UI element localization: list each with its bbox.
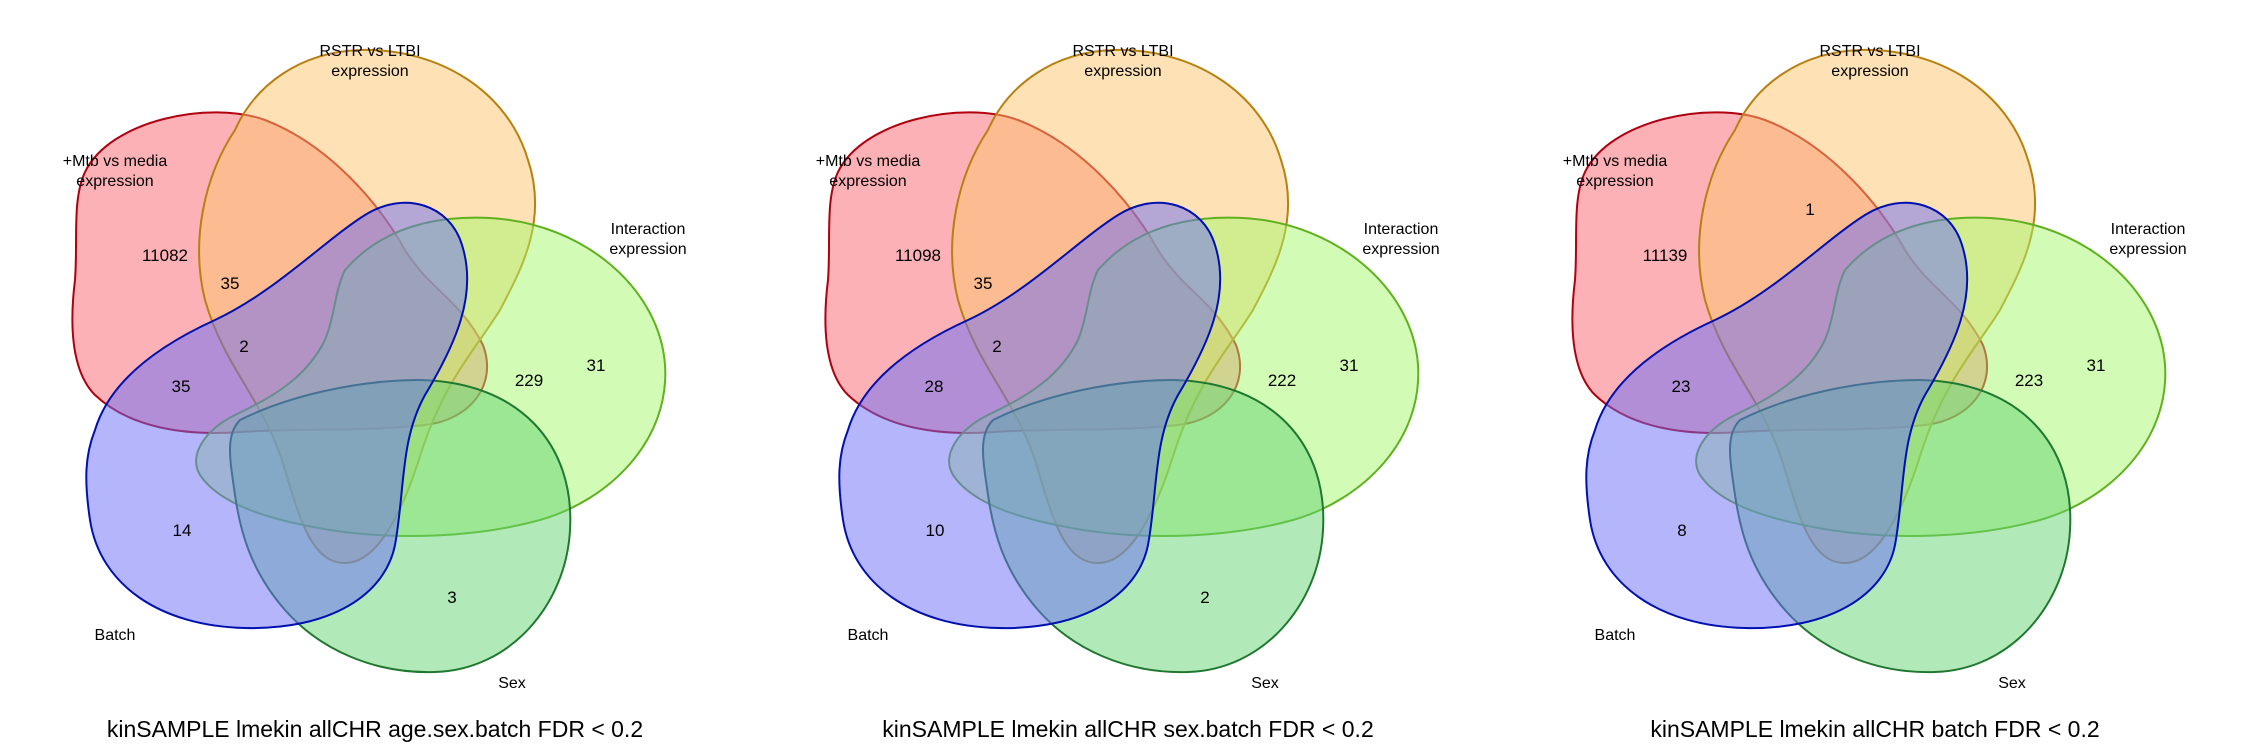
count-mtb-rstr-batch: 35 <box>973 274 993 293</box>
set-batch-shape <box>1585 201 1969 630</box>
count-interaction-only: 31 <box>2086 356 2106 375</box>
count-interaction-only: 31 <box>586 356 606 375</box>
count-mtb-interaction: 222 <box>1267 371 1297 390</box>
count-mtb-only: 11082 <box>141 246 189 265</box>
label-interaction: Interaction expression <box>609 221 687 258</box>
count-mtb-only: 11098 <box>894 246 942 265</box>
count-sex-only: 2 <box>1200 588 1210 607</box>
panel-1-title: kinSAMPLE lmekin allCHR age.sex.batch FD… <box>106 716 644 742</box>
label-batch: Batch <box>94 627 136 644</box>
set-batch-shape <box>85 201 469 630</box>
count-mtb-batch: 28 <box>924 377 944 396</box>
set-batch-shape <box>838 201 1222 630</box>
count-sex-only: 3 <box>447 588 457 607</box>
venn-panel-2: +Mtb vs media expression RSTR vs LTBI ex… <box>753 0 1503 750</box>
label-rstr: RSTR vs LTBI expression <box>1819 43 1921 80</box>
label-rstr: RSTR vs LTBI expression <box>319 43 421 80</box>
label-batch: Batch <box>1594 627 1636 644</box>
venn-diagram-2 <box>824 48 1420 674</box>
count-mtb-batch: 23 <box>1671 377 1691 396</box>
label-mtb: +Mtb vs media expression <box>62 153 168 190</box>
label-batch: Batch <box>847 627 889 644</box>
count-batch-only: 10 <box>925 521 945 540</box>
panel-2-title: kinSAMPLE lmekin allCHR sex.batch FDR < … <box>882 716 1374 742</box>
label-rstr: RSTR vs LTBI expression <box>1072 43 1174 80</box>
label-sex: Sex <box>498 675 526 692</box>
venn-diagram-1 <box>71 48 667 674</box>
count-mtb-rstr-batch: 35 <box>220 274 240 293</box>
count-mtb-interaction: 229 <box>514 371 544 390</box>
venn-panel-1: +Mtb vs media expression RSTR vs LTBI ex… <box>0 0 750 750</box>
count-mtb-batch-core: 2 <box>992 337 1002 356</box>
count-mtb-interaction: 223 <box>2014 371 2044 390</box>
label-sex: Sex <box>1251 675 1279 692</box>
count-batch-only: 8 <box>1677 521 1687 540</box>
count-mtb-rstr: 1 <box>1805 200 1815 219</box>
panel-3-title: kinSAMPLE lmekin allCHR batch FDR < 0.2 <box>1650 716 2100 742</box>
venn-diagram-3 <box>1571 48 2167 674</box>
count-mtb-batch: 35 <box>171 377 191 396</box>
label-mtb: +Mtb vs media expression <box>815 153 921 190</box>
count-interaction-only: 31 <box>1339 356 1359 375</box>
count-mtb-batch-core: 2 <box>239 337 249 356</box>
count-batch-only: 14 <box>172 521 192 540</box>
venn-panel-3: +Mtb vs media expression RSTR vs LTBI ex… <box>1500 0 2250 750</box>
label-sex: Sex <box>1998 675 2026 692</box>
label-interaction: Interaction expression <box>1362 221 1440 258</box>
count-mtb-only: 11139 <box>1642 246 1688 265</box>
label-interaction: Interaction expression <box>2109 221 2187 258</box>
label-mtb: +Mtb vs media expression <box>1562 153 1668 190</box>
